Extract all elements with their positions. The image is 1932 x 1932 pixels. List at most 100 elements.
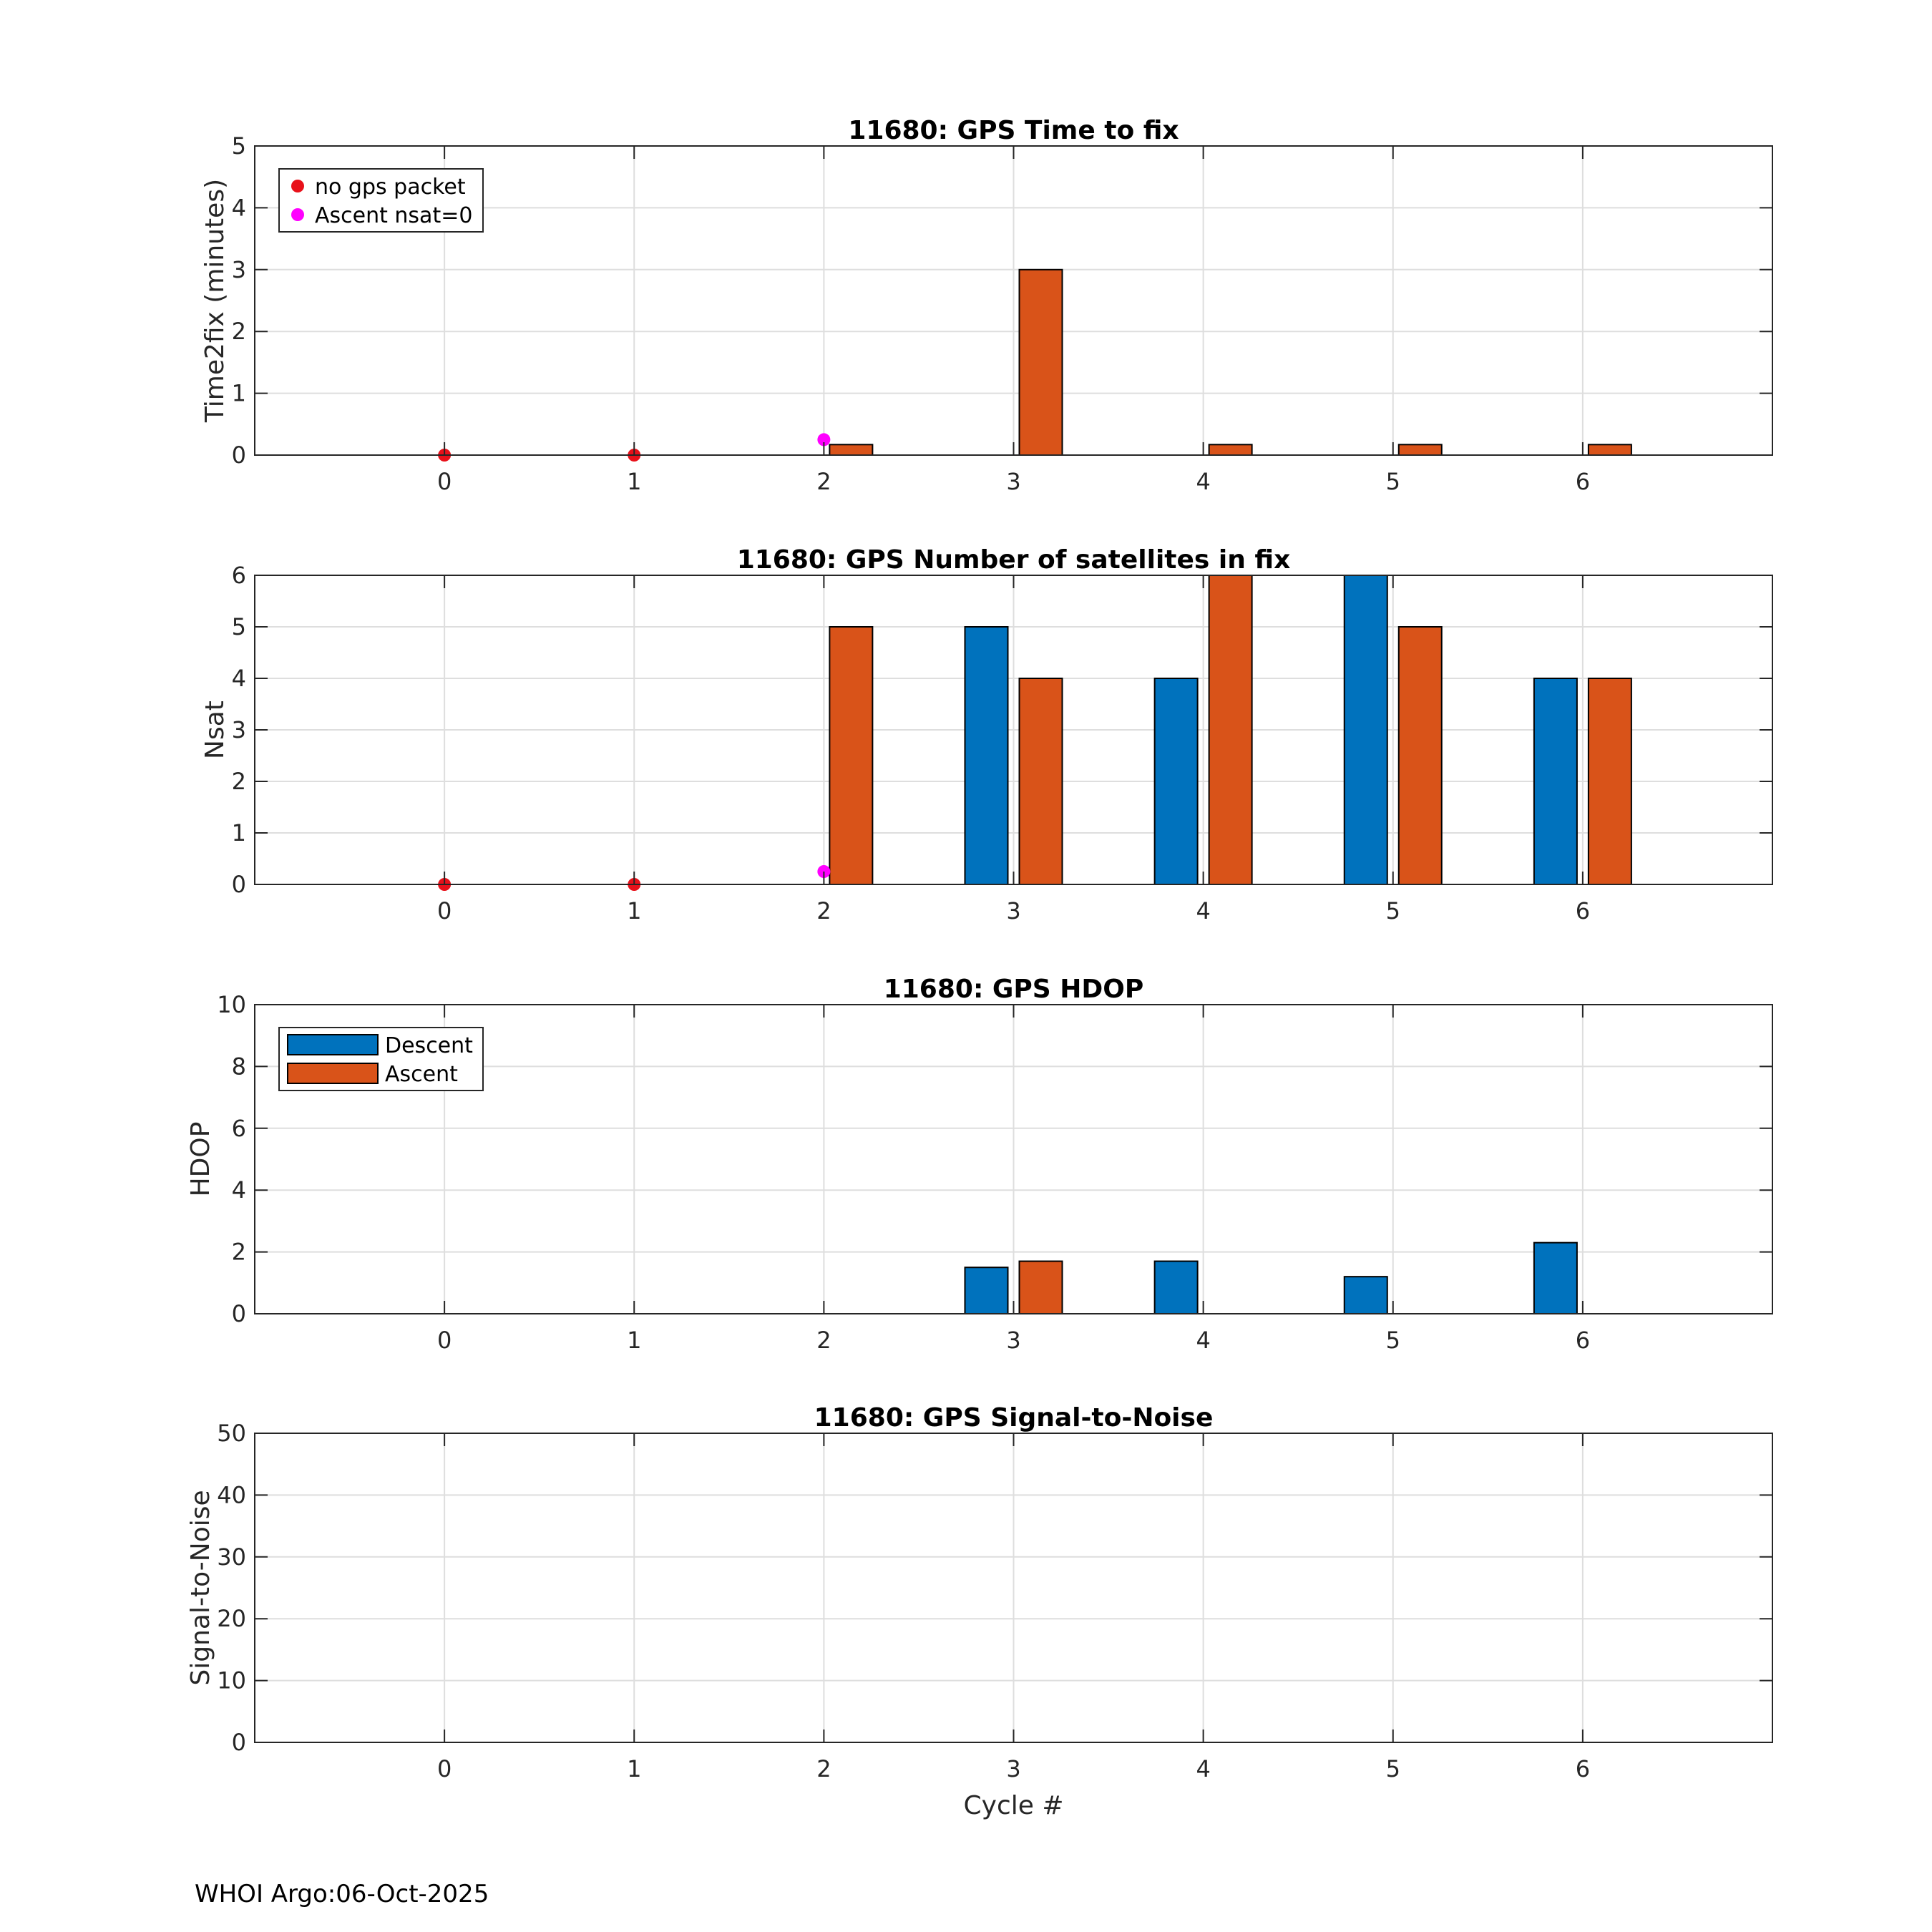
y-tick-label: 3 <box>232 256 246 283</box>
y-tick-label: 0 <box>232 441 246 469</box>
x-tick-label: 0 <box>437 1755 452 1782</box>
footer-text: WHOI Argo:06-Oct-2025 <box>195 1880 489 1908</box>
ascent-bar <box>1208 444 1253 457</box>
x-tick-label: 4 <box>1196 1755 1210 1782</box>
y-tick-label: 8 <box>232 1053 246 1080</box>
legend-label: Descent <box>385 1033 473 1058</box>
chart-title: 11680: GPS Time to fix <box>848 116 1179 145</box>
descent-bar <box>1533 1241 1578 1315</box>
descent-bar <box>1153 678 1199 885</box>
y-axis-label: Time2fix (minutes) <box>200 179 230 423</box>
x-tick-label: 4 <box>1196 468 1210 495</box>
x-tick-label: 0 <box>437 468 452 495</box>
y-tick-label: 1 <box>232 819 246 847</box>
ascent-bar <box>829 444 874 457</box>
y-axis-label: HDOP <box>186 1122 215 1197</box>
ascent-bar <box>1018 1260 1063 1315</box>
ascent-bar <box>1587 444 1632 457</box>
legend-label: no gps packet <box>315 175 466 200</box>
descent-bar <box>1153 1260 1199 1315</box>
axes-box <box>254 1004 1773 1314</box>
x-tick-label: 4 <box>1196 897 1210 924</box>
descent-legend-swatch <box>287 1034 379 1055</box>
y-tick-label: 4 <box>232 194 246 221</box>
x-tick-label: 1 <box>627 1755 641 1782</box>
x-tick-label: 4 <box>1196 1327 1210 1354</box>
legend: no gps packet Ascent nsat=0 <box>278 168 484 233</box>
x-tick-label: 2 <box>816 1755 831 1782</box>
y-tick-label: 2 <box>232 768 246 795</box>
chart-panel-1: 0 1 2 3 4 5 6 0 1 2 3 4 5 11680: GPS Time to fix Time2… <box>200 116 1773 495</box>
x-tick-label: 3 <box>1006 1755 1020 1782</box>
x-tick-label: 1 <box>627 897 641 924</box>
y-tick-label: 4 <box>232 665 246 692</box>
x-axis-label: Cycle # <box>964 1791 1064 1820</box>
ascent-nsat0-marker <box>817 433 831 447</box>
y-tick-label: 10 <box>217 1667 246 1694</box>
descent-bar <box>964 1267 1009 1314</box>
x-tick-label: 2 <box>816 1327 831 1354</box>
y-tick-label: 6 <box>232 1115 246 1142</box>
legend-label: Ascent nsat=0 <box>315 203 472 228</box>
chart-title: 11680: GPS HDOP <box>884 975 1144 1004</box>
y-tick-label: 0 <box>232 1729 246 1756</box>
x-tick-label: 0 <box>437 897 452 924</box>
y-tick-label: 10 <box>217 991 246 1018</box>
x-tick-label: 5 <box>1386 468 1400 495</box>
ascent-bar <box>1397 444 1443 457</box>
ascent-bar <box>829 626 874 885</box>
y-tick-label: 1 <box>232 380 246 407</box>
chart-panel-4: 0 1 2 3 4 5 6 0 10 20 30 40 50 11680: GPS Signal-to-N… <box>186 1403 1773 1820</box>
chart-panel-2: 0 1 2 3 4 5 6 0 1 2 3 4 5 6 11680: GPS Number of satel… <box>200 545 1773 924</box>
x-tick-label: 6 <box>1576 897 1590 924</box>
axes-box <box>254 145 1773 456</box>
legend: Descent Ascent <box>278 1027 484 1091</box>
ascent-legend-swatch <box>287 1063 379 1084</box>
x-tick-label: 3 <box>1006 1327 1020 1354</box>
y-tick-label: 2 <box>232 318 246 345</box>
y-tick-label: 4 <box>232 1176 246 1204</box>
x-tick-label: 5 <box>1386 1755 1400 1782</box>
x-tick-label: 6 <box>1576 1327 1590 1354</box>
x-tick-label: 3 <box>1006 897 1020 924</box>
ascent-bar <box>1587 678 1632 885</box>
descent-bar <box>1343 575 1388 885</box>
descent-bar <box>1343 1276 1388 1315</box>
y-tick-label: 2 <box>232 1239 246 1266</box>
chart-panel-3: 0 1 2 3 4 5 6 0 2 4 6 8 10 11680: GPS HDOP HDOP Descent… <box>186 975 1773 1354</box>
axes-box <box>254 1433 1773 1743</box>
descent-bar <box>964 626 1009 885</box>
x-tick-label: 2 <box>816 897 831 924</box>
x-tick-label: 2 <box>816 468 831 495</box>
axes-box <box>254 575 1773 885</box>
chart-title: 11680: GPS Number of satellites in fix <box>737 545 1291 575</box>
y-tick-label: 0 <box>232 1300 246 1327</box>
y-tick-label: 5 <box>232 132 246 160</box>
x-tick-label: 5 <box>1386 1327 1400 1354</box>
ascent-bar <box>1208 575 1253 885</box>
y-tick-label: 20 <box>217 1605 246 1632</box>
y-tick-label: 50 <box>217 1420 246 1447</box>
ascent-bar <box>1018 678 1063 885</box>
x-tick-label: 6 <box>1576 1755 1590 1782</box>
y-tick-label: 6 <box>232 562 246 589</box>
y-tick-label: 40 <box>217 1481 246 1508</box>
y-tick-label: 5 <box>232 613 246 640</box>
legend-marker <box>291 208 304 221</box>
ascent-bar <box>1397 626 1443 885</box>
y-axis-label: Signal-to-Noise <box>186 1490 215 1685</box>
x-tick-label: 6 <box>1576 468 1590 495</box>
chart-title: 11680: GPS Signal-to-Noise <box>814 1403 1214 1433</box>
y-axis-label: Nsat <box>200 701 230 759</box>
x-tick-label: 1 <box>627 468 641 495</box>
ascent-bar <box>1018 268 1063 456</box>
descent-bar <box>1533 678 1578 885</box>
legend-label: Ascent <box>385 1062 458 1087</box>
x-tick-label: 5 <box>1386 897 1400 924</box>
x-tick-label: 0 <box>437 1327 452 1354</box>
y-tick-label: 30 <box>217 1543 246 1571</box>
y-tick-label: 3 <box>232 716 246 743</box>
x-tick-label: 3 <box>1006 468 1020 495</box>
legend-marker <box>291 180 304 192</box>
